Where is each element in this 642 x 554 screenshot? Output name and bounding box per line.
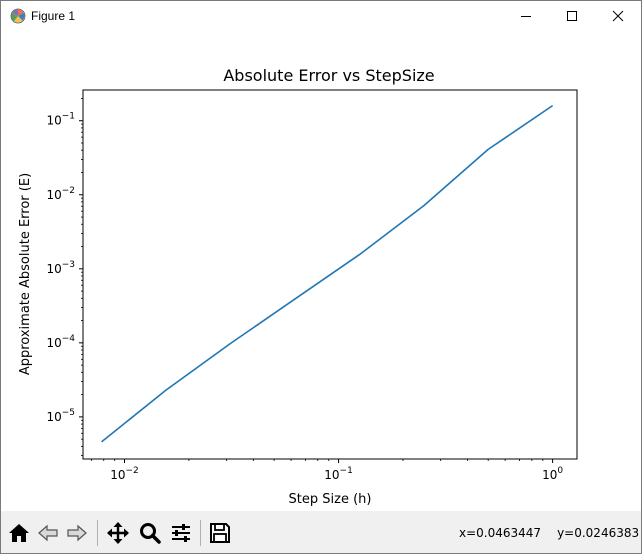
series-line — [101, 104, 554, 443]
subplots-config-icon — [171, 524, 190, 542]
close-icon — [612, 10, 624, 22]
matplotlib-app-icon — [10, 8, 26, 24]
chart-title: Absolute Error vs StepSize — [223, 66, 434, 85]
y-tick-label: 10−5 — [46, 408, 75, 424]
home-button[interactable] — [5, 519, 32, 547]
navigation-toolbar: x=0.0463447 y=0.0246383 — [1, 511, 641, 553]
back-button[interactable] — [34, 519, 61, 547]
x-axis-label: Step Size (h) — [289, 492, 372, 507]
toolbar-separator — [200, 520, 201, 546]
series-group — [101, 104, 554, 443]
x-axis-ticks: 10−2 10−1 100 — [90, 459, 563, 482]
y-axis-ticks: 10−5 10−4 10−3 10−2 10−1 — [46, 98, 83, 457]
subplots-button[interactable] — [167, 519, 194, 547]
x-tick-label: 10−2 — [110, 466, 139, 482]
cursor-x-readout: x=0.0463447 — [459, 526, 542, 540]
toolbar-separator — [97, 520, 98, 546]
forward-button[interactable] — [63, 519, 90, 547]
axes-frame — [82, 89, 578, 460]
cursor-coordinates: x=0.0463447 y=0.0246383 — [459, 526, 639, 540]
figure-canvas[interactable]: Absolute Error vs StepSize 10−2 10−1 100 1… — [1, 31, 641, 511]
x-tick-label: 100 — [542, 466, 563, 482]
close-button[interactable] — [595, 1, 641, 31]
maximize-button[interactable] — [549, 1, 595, 31]
y-tick-label: 10−3 — [46, 260, 75, 276]
pan-icon — [106, 522, 129, 544]
y-tick-label: 10−4 — [46, 334, 75, 350]
cursor-y-readout: y=0.0246383 — [557, 526, 640, 540]
title-bar[interactable]: Figure 1 — [1, 1, 641, 31]
minimize-button[interactable] — [503, 1, 549, 31]
zoom-icon — [139, 523, 161, 544]
y-tick-label: 10−1 — [46, 112, 75, 128]
y-axis-label: Approximate Absolute Error (E) — [18, 173, 33, 375]
maximize-icon — [567, 11, 577, 21]
save-button[interactable] — [206, 519, 233, 547]
forward-arrow-icon — [66, 524, 87, 542]
zoom-button[interactable] — [136, 519, 163, 547]
home-icon — [8, 524, 29, 542]
minimize-icon — [521, 16, 531, 17]
save-icon — [209, 523, 230, 543]
window-title: Figure 1 — [31, 9, 76, 23]
pan-button[interactable] — [104, 519, 131, 547]
y-tick-label: 10−2 — [46, 186, 75, 202]
x-tick-label: 10−1 — [324, 466, 353, 482]
back-arrow-icon — [37, 524, 58, 542]
plot[interactable]: Absolute Error vs StepSize 10−2 10−1 100 1… — [1, 31, 641, 511]
